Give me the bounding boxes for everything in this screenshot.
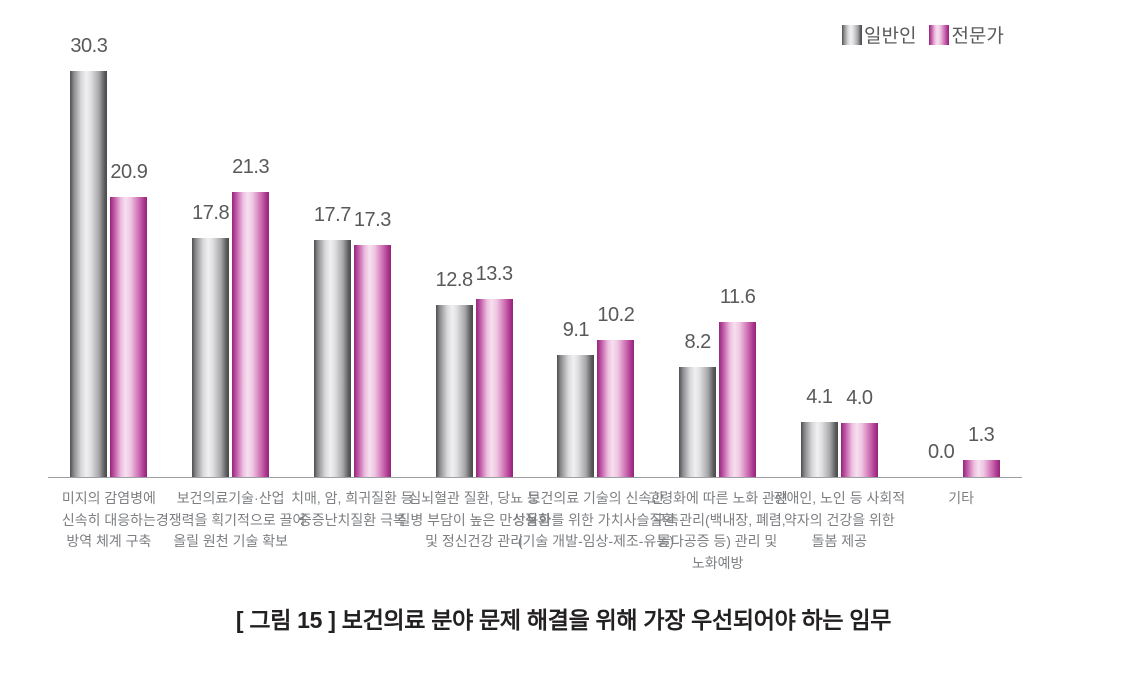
bar-expert: 4.0 (840, 387, 878, 477)
bar-expert: 20.9 (110, 161, 148, 477)
figure-caption: [ 그림 15 ] 보건의료 분야 문제 해결을 위해 가장 우선되어야 하는 … (235, 607, 892, 633)
value-label-expert: 10.2 (597, 304, 635, 326)
bar-general: 9.1 (557, 319, 595, 477)
bar-expert: 17.3 (353, 209, 391, 477)
bar-pair: 0.0 1.3 (923, 424, 1000, 477)
category-label: 기타 (948, 490, 974, 506)
value-label-expert: 13.3 (475, 263, 513, 285)
value-label-expert: 17.3 (353, 209, 391, 231)
bar-expert: 11.6 (719, 286, 757, 477)
category-group: 9.1 10.2 보건의료 기술의 신속한 상용화를 위한 가치사슬 구축 (기술 개발… (513, 0, 679, 549)
bar-general: 30.3 (70, 35, 108, 477)
legend-item-expert: 전문가 (929, 21, 1004, 48)
category-label: 보건의료기술·산업 경쟁력을 획기적으로 끌어 올릴 원천 기술 확보 (155, 490, 306, 549)
plot-area: 30.3 20.9 미지의 감염병에 신속히 대응하는 방역 체계 구축 17.8 21.3… (48, 0, 1022, 571)
bar-pair: 17.7 17.3 (313, 204, 391, 477)
bar-general: 17.7 (313, 204, 351, 477)
value-label-general: 17.7 (313, 204, 351, 226)
category-group: 4.1 4.0 장애인, 노인 등 사회적 약자의 건강을 위한 돌봄 제공 (774, 0, 905, 549)
category-label: 치매, 암, 희귀질환 등 중증난치질환 극복 (291, 490, 414, 528)
bar-general: 17.8 (192, 202, 230, 477)
legend-swatch-expert-icon (929, 24, 950, 45)
bar-expert: 10.2 (597, 304, 635, 477)
category-label: 미지의 감염병에 신속히 대응하는 방역 체계 구축 (61, 490, 156, 549)
value-label-general: 17.8 (192, 202, 230, 224)
value-label-general: 9.1 (562, 319, 590, 341)
value-label-expert: 21.3 (232, 156, 270, 178)
bar-expert: 1.3 (962, 424, 1000, 477)
value-label-expert: 20.9 (110, 161, 148, 183)
category-group: 12.8 13.3 심뇌혈관 질환, 당뇨 등 질병 부담이 높은 만성질환 및 정신건… (397, 0, 550, 549)
legend-label-expert: 전문가 (951, 26, 1004, 47)
bar-general: 8.2 (679, 331, 717, 477)
bar-expert: 21.3 (232, 156, 270, 477)
bar-pair: 12.8 13.3 (435, 263, 513, 477)
value-label-general: 0.0 (927, 441, 955, 463)
bar-pair: 17.8 21.3 (192, 156, 270, 477)
category-label: 보건의료 기술의 신속한 상용화를 위한 가치사슬 구축 (기술 개발-임상-제조-… (512, 490, 679, 549)
category-group: 30.3 20.9 미지의 감염병에 신속히 대응하는 방역 체계 구축 (48, 0, 170, 549)
category-group: 17.7 17.3 치매, 암, 희귀질환 등 중증난치질환 극복 (291, 0, 414, 528)
chart-legend: 일반인 전문가 (842, 21, 1004, 48)
legend-item-general: 일반인 (842, 21, 916, 48)
value-label-general: 4.1 (806, 386, 833, 408)
bar-pair: 9.1 10.2 (557, 304, 635, 477)
category-group: 0.0 1.3 기타 (900, 0, 1022, 506)
value-label-expert: 11.6 (719, 286, 756, 308)
category-label: 심뇌혈관 질환, 당뇨 등 질병 부담이 높은 만성질환 및 정신건강 관리 (397, 490, 551, 549)
bar-pair: 30.3 20.9 (70, 35, 148, 477)
bar-expert: 13.3 (475, 263, 513, 477)
value-label-general: 12.8 (435, 269, 473, 291)
bar-pair: 8.2 11.6 (679, 286, 757, 477)
category-group: 17.8 21.3 보건의료기술·산업 경쟁력을 획기적으로 끌어 올릴 원천 기술 확… (156, 0, 305, 549)
value-label-general: 30.3 (70, 35, 108, 57)
bar-pair: 4.1 4.0 (800, 386, 878, 477)
value-label-expert: 1.3 (967, 424, 995, 446)
value-label-expert: 4.0 (846, 387, 873, 409)
category-group: 8.2 11.6 고령화에 따른 노화 관련 질환 관리(백내장, 폐렴, 골다공증 등… (647, 0, 787, 571)
legend-swatch-general-icon (842, 24, 862, 45)
legend-label-general: 일반인 (864, 26, 917, 47)
bar-general: 12.8 (435, 269, 473, 477)
value-label-general: 8.2 (684, 331, 711, 353)
category-label: 장애인, 노인 등 사회적 약자의 건강을 위한 돌봄 제공 (773, 490, 906, 549)
bar-general: 4.1 (800, 386, 838, 477)
